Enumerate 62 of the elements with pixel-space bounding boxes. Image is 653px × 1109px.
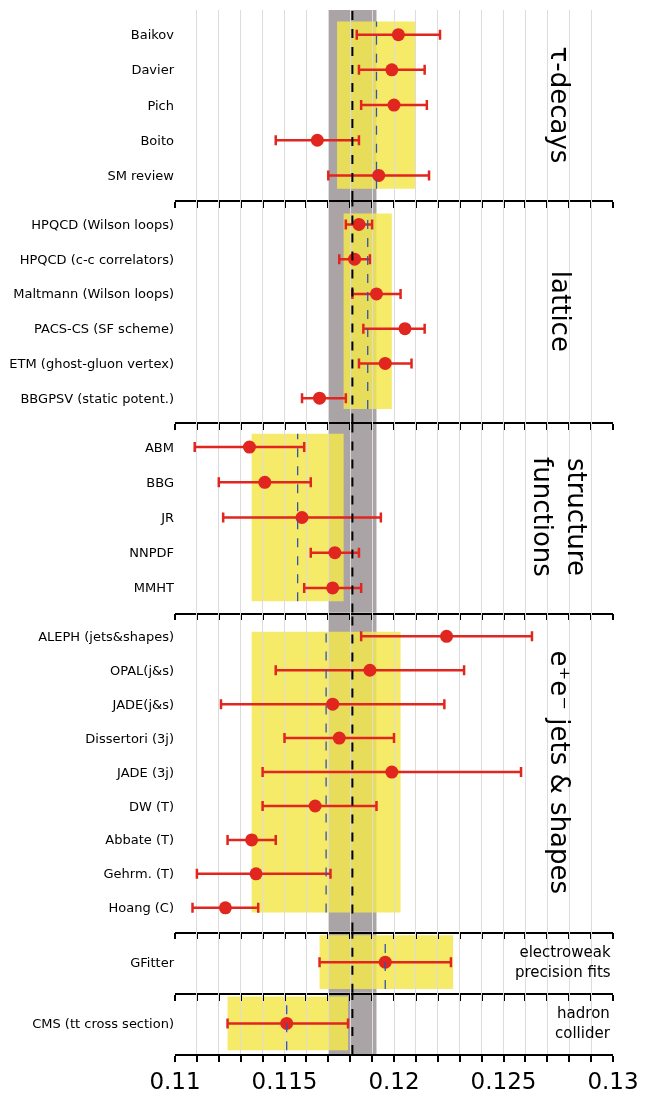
y-tick-label: BBGPSV (static potent.)	[20, 390, 174, 406]
y-tick-label: Boito	[140, 132, 175, 148]
y-tick-label: ABM	[144, 439, 174, 455]
point	[218, 901, 232, 915]
point	[387, 98, 401, 112]
point	[378, 356, 392, 370]
y-tick-label: Baikov	[130, 27, 175, 43]
y-tick-label: ALEPH (jets&shapes)	[38, 628, 174, 644]
text: e⁺e⁻ jets & shapes	[545, 650, 576, 895]
x-tick-label: 0.12	[368, 1068, 420, 1095]
y-tick-label: SM review	[107, 168, 175, 184]
point	[332, 731, 346, 745]
y-tick-label: CMS (tt cross section)	[32, 1015, 174, 1031]
y-tick-label: Abbate (T)	[105, 832, 174, 848]
point	[398, 322, 412, 336]
point	[313, 391, 327, 405]
point	[295, 511, 309, 524]
text: electroweak precision fits	[515, 943, 611, 981]
y-tick-label: Hoang (C)	[108, 900, 174, 916]
point	[310, 133, 324, 147]
point	[385, 63, 399, 77]
y-tick-label: JADE (3j)	[116, 764, 174, 780]
point	[391, 28, 405, 42]
point	[363, 663, 377, 677]
point	[372, 168, 386, 182]
y-tick-label: GFitter	[130, 954, 175, 970]
y-tick-label: JR	[160, 510, 174, 526]
text: hadron collider	[555, 1004, 611, 1042]
point	[242, 440, 256, 454]
text: lattice	[545, 270, 576, 352]
y-tick-label: NNPDF	[129, 545, 174, 561]
x-tick-label: 0.13	[587, 1068, 639, 1095]
point	[352, 217, 366, 231]
text: structure functions	[528, 457, 592, 577]
point	[326, 697, 340, 711]
text: τ-decays	[545, 46, 576, 164]
y-tick-label: Maltmann (Wilson loops)	[13, 286, 174, 302]
y-tick-label: HPQCD (Wilson loops)	[31, 216, 174, 232]
point	[369, 287, 383, 301]
y-tick-label: JADE(j&s)	[111, 696, 174, 712]
point	[328, 546, 342, 560]
y-tick-label: Davier	[131, 62, 175, 78]
x-tick-label: 0.11	[149, 1068, 201, 1095]
x-tick-label: 0.115	[251, 1068, 318, 1095]
point	[258, 475, 272, 489]
y-tick-label: Dissertori (3j)	[85, 730, 174, 746]
point	[440, 629, 454, 643]
point	[249, 867, 263, 881]
y-tick-label: DW (T)	[128, 798, 174, 814]
y-tick-label: HPQCD (c-c correlators)	[19, 251, 174, 267]
y-tick-label: ETM (ghost-gluon vertex)	[9, 355, 174, 371]
y-tick-label: OPAL(j&s)	[109, 662, 174, 678]
point	[245, 833, 259, 847]
point	[326, 581, 340, 595]
point	[308, 799, 322, 813]
x-tick-label: 0.125	[470, 1068, 537, 1095]
y-tick-label: BBG	[146, 474, 174, 490]
y-tick-label: Pich	[147, 97, 174, 113]
y-tick-label: Gehrm. (T)	[103, 866, 174, 882]
y-tick-label: PACS-CS (SF scheme)	[34, 321, 174, 337]
point	[385, 765, 399, 779]
y-tick-label: MMHT	[133, 580, 175, 596]
